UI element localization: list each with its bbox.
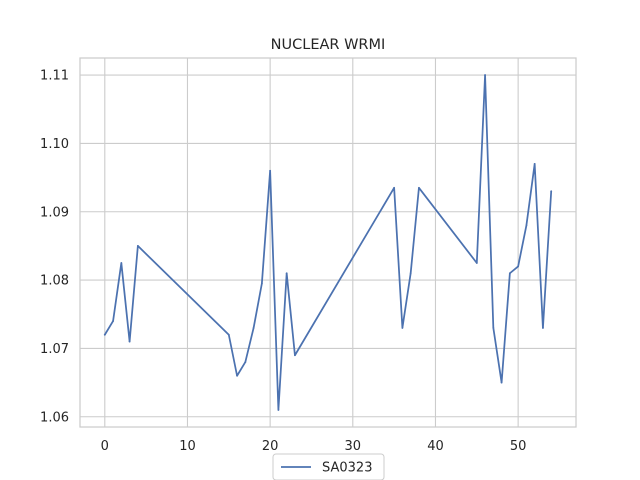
y-tick-label: 1.08: [40, 274, 69, 289]
data-point: [227, 333, 230, 336]
x-tick-label: 0: [101, 439, 109, 454]
data-point: [136, 245, 139, 247]
data-point: [236, 374, 238, 377]
data-point: [120, 262, 123, 264]
data-point: [294, 354, 296, 357]
data-point: [128, 340, 131, 343]
data-point: [285, 272, 288, 275]
data-point: [103, 333, 106, 336]
y-tick-label: 1.10: [40, 137, 69, 152]
data-point: [533, 163, 536, 165]
data-point: [484, 74, 486, 76]
x-tick-label: 20: [262, 439, 279, 454]
data-point: [500, 381, 503, 384]
data-point: [542, 327, 544, 329]
x-axis-ticks: 0 10 20 30 40 50: [101, 439, 527, 454]
data-point: [401, 327, 404, 329]
data-point: [508, 272, 511, 275]
data-point: [525, 224, 528, 227]
x-tick-label: 50: [510, 439, 527, 454]
data-point: [252, 327, 255, 329]
x-tick-label: 40: [427, 439, 444, 454]
grid: [80, 58, 576, 427]
data-point: [492, 327, 495, 329]
plot-frame: [79, 57, 577, 428]
data-point: [550, 190, 553, 193]
data-point: [112, 320, 114, 322]
data-point: [475, 262, 478, 264]
data-point: [517, 265, 520, 268]
legend-box: [272, 453, 385, 480]
y-tick-label: 1.07: [40, 342, 69, 357]
y-tick-label: 1.09: [40, 205, 69, 220]
data-point: [277, 409, 280, 411]
chart-title: NUCLEAR WRMI: [271, 37, 386, 53]
data-point: [244, 361, 247, 363]
data-point: [409, 272, 412, 275]
x-tick-label: 30: [345, 439, 362, 454]
y-tick-label: 1.06: [40, 410, 69, 425]
y-tick-label: 1.11: [40, 69, 69, 84]
x-tick-label: 10: [179, 439, 196, 454]
series-line-0: [103, 74, 553, 411]
data-point: [269, 169, 272, 172]
legend: SA0323: [272, 453, 385, 480]
y-axis-ticks: 1.06 1.07 1.08 1.09 1.10 1.11: [40, 69, 69, 426]
legend-label: SA0323: [322, 461, 372, 476]
plot-background: [80, 58, 576, 427]
series-layer: [103, 74, 553, 411]
data-point: [393, 186, 396, 189]
data-point: [260, 282, 263, 285]
data-point: [418, 186, 420, 189]
